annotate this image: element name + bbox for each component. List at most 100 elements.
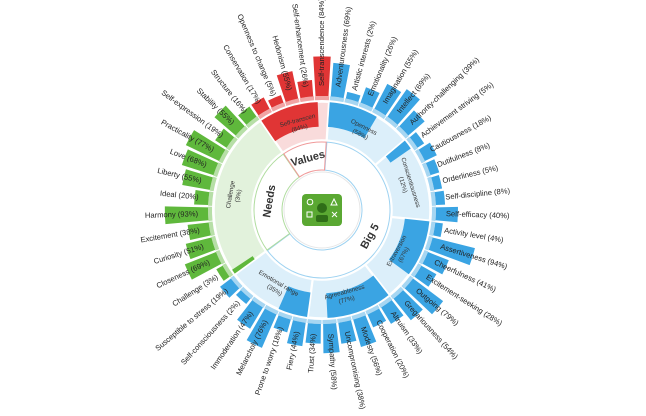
facet-bar-structure-16[interactable] [238,106,257,125]
facet-bar-excitement-38[interactable] [187,222,211,241]
facet-bar-assertiveness-94[interactable] [428,237,475,266]
facet-bar-gregariousness-54[interactable] [393,290,423,321]
facet-bar-conservation-17[interactable] [251,97,270,116]
facet-bar-sympathy-58[interactable] [323,323,340,354]
facet-label-fiery-44: Fiery (44%) [285,330,302,371]
trait-arc-challenge[interactable] [213,120,284,275]
facet-bar-uncompromising-38[interactable] [338,320,357,344]
facet-base-cooperation-20 [365,304,380,315]
facet-bar-cooperation-20[interactable] [367,308,387,328]
facet-bar-trust-34[interactable] [305,323,321,344]
facet-base-prone-to-worry-18 [277,311,293,320]
trait-ring: Openness(58%)Conscientiousness(12%)Extra… [213,101,431,319]
facet-label-openness-to-change-5: Openness to change (5%) [235,13,278,98]
facet-bar-self-consciousness-2[interactable] [236,290,251,305]
facet-bar-excitement-seeking-28[interactable] [414,265,437,287]
trait-value-conscientiousness: (12%) [397,176,409,194]
facet-base-cautiousness-18 [414,149,426,164]
facet-bar-fiery-44[interactable] [286,320,306,347]
facet-bar-activity-level-4[interactable] [433,222,443,238]
facet-base-uncompromising-38 [337,316,352,323]
facet-bar-curiosity-51[interactable] [185,237,216,260]
facet-label-self-efficacy-40: Self-efficacy (40%) [446,209,510,220]
facet-base-curiosity-51 [211,235,220,251]
trait-value-self-transcen: (84%) [291,123,309,134]
facet-bar-imagination-55[interactable] [374,83,402,116]
facet-label-orderliness-5: Orderliness (5%) [441,163,499,185]
facet-base-trust-34 [307,319,322,324]
facet-base-dutifulness-8 [421,162,431,177]
facet-label-self-enhancement-26: Self-enhancement (26%) [290,3,310,88]
facet-base-excitement-seeking-28 [410,263,422,278]
facet-base-authority-challenging-39 [396,125,409,139]
facet-bar-self-enhancement-26[interactable] [297,79,314,99]
facet-bar-achievement-striving-5[interactable] [409,132,425,148]
trait-fill-challenge [232,256,255,274]
facet-label-self-expression-19: Self-expression (19%) [160,88,226,140]
facet-bar-self-discipline-8[interactable] [434,190,446,206]
facet-bar-prone-to-worry-18[interactable] [273,315,291,333]
facet-bar-immoderation-47[interactable] [237,300,263,329]
category-arc-values[interactable] [283,141,327,178]
facet-ring [164,56,475,354]
facet-bar-self-expression-19[interactable] [215,128,235,148]
facet-label-harmony-93: Harmony (93%) [145,209,199,220]
facet-bar-challenge-3[interactable] [216,265,230,281]
facet-bar-outgoing-79[interactable] [404,278,444,315]
facet-bar-intellect-69[interactable] [387,89,420,125]
facet-base-self-efficacy-40 [431,206,436,221]
facet-base-sympathy-58 [322,319,337,324]
facet-bar-adventurousness-69[interactable] [330,62,350,99]
facet-label-activity-level-4: Activity level (4%) [444,226,505,245]
facet-base-intellect-69 [384,116,399,129]
facet-base-fiery-44 [292,316,307,323]
facet-base-challenge-3 [222,263,234,278]
facet-bar-emotionality-26[interactable] [360,87,380,108]
category-arc-needs[interactable] [253,153,300,251]
facet-bar-altruism-33[interactable] [381,300,404,324]
trait-label-challenge: Challenge [225,180,237,209]
personality-insights-icon [283,171,361,249]
facet-label-sympathy-58: Sympathy (58%) [326,333,339,390]
facet-label-trust-34: Trust (34%) [306,333,318,373]
facet-base-melancholy-76 [264,304,279,315]
facet-bar-openness-to-change-5[interactable] [268,95,284,108]
facet-bar-self-transcendence-84[interactable] [313,56,331,97]
facet-base-hedonism-55 [285,98,300,106]
facet-bar-ideal-20[interactable] [194,189,210,206]
facet-bar-self-efficacy-40[interactable] [435,206,458,223]
facet-label-ideal-20: Ideal (20%) [160,189,200,202]
facet-base-excitement-38 [208,221,215,236]
facet-bar-cheerfulness-41[interactable] [422,252,449,275]
facet-bar-practicality-77[interactable] [185,130,226,161]
trait-value-agreeableness: (77%) [338,295,356,306]
facet-bar-hedonism-55[interactable] [276,71,299,102]
facet-base-closeness-69 [215,249,226,265]
facet-base-self-enhancement-26 [299,96,315,103]
category-arc-big-5[interactable] [266,141,391,279]
facet-base-achievement-striving-5 [406,136,418,151]
facet-bar-cautiousness-18[interactable] [418,142,437,161]
facet-bar-susceptible-to-stress-19[interactable] [220,278,240,298]
facet-base-altruism-33 [378,296,393,308]
facet-label-excitement-38: Excitement (38%) [140,226,201,245]
facet-bar-modesty-56[interactable] [353,315,377,347]
facet-base-ideal-20 [208,191,214,206]
facet-bar-orderliness-5[interactable] [431,175,443,190]
facet-bar-love-68[interactable] [181,149,219,176]
facet-base-liberty-55 [209,176,217,192]
facet-label-self-discipline-8: Self-discipline (8%) [445,186,511,202]
facet-bar-closeness-69[interactable] [184,252,222,280]
facet-bar-liberty-55[interactable] [182,169,213,190]
facet-bar-melancholy-76[interactable] [246,308,277,348]
facet-bar-stability-55[interactable] [214,105,245,136]
facet-bar-harmony-93[interactable] [164,206,209,225]
facet-bar-authority-challenging-39[interactable] [399,110,425,136]
facet-base-orderliness-5 [427,176,435,192]
facet-label-adventurousness-69: Adventurousness (69%) [334,6,354,88]
facet-bar-dutifulness-8[interactable] [425,159,440,176]
facet-bar-artistic-interests-2[interactable] [345,91,361,102]
